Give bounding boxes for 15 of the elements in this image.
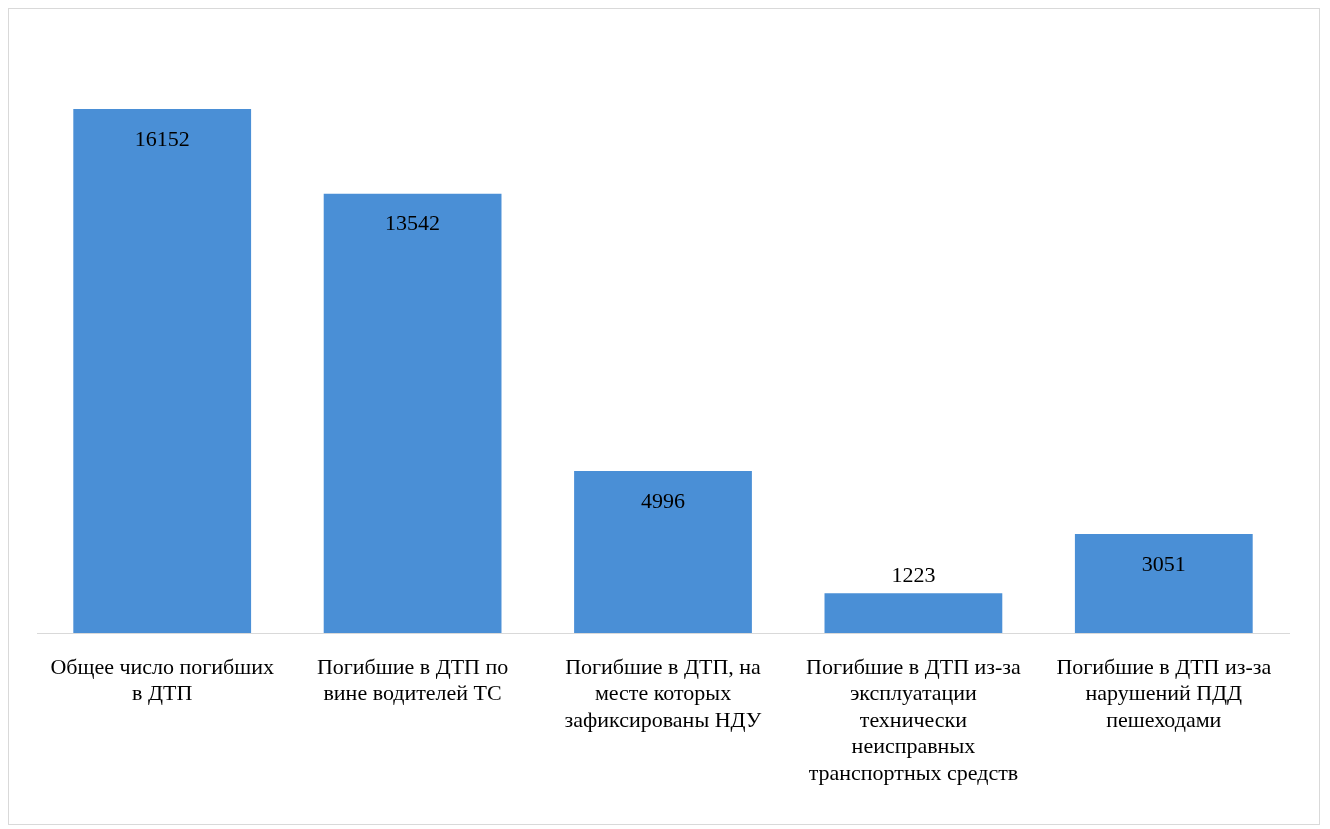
- x-tick-label: Общее число погибших в ДТП: [50, 653, 274, 706]
- x-tick-label: Погибшие в ДТП из-за нарушений ПДД пешеходами: [1056, 653, 1272, 732]
- bar: [824, 593, 1003, 633]
- bar: [323, 193, 502, 633]
- bar: [73, 108, 252, 633]
- data-label: 3051: [1141, 550, 1186, 576]
- x-tick-label: Погибшие в ДТП по вине водителей ТС: [316, 653, 509, 706]
- bar: [1074, 534, 1253, 633]
- bar: [574, 470, 752, 633]
- data-label: 13542: [385, 210, 441, 236]
- data-label: 16152: [134, 125, 190, 151]
- data-label: 4996: [641, 487, 685, 513]
- x-tick-label: Погибшие в ДТП, на месте которых зафиксированы НДУ: [564, 653, 762, 732]
- x-tick-label: Погибшие в ДТП из-за эксплуатации технически неисправных транспортных средств: [805, 653, 1022, 785]
- data-label: 1223: [891, 562, 936, 588]
